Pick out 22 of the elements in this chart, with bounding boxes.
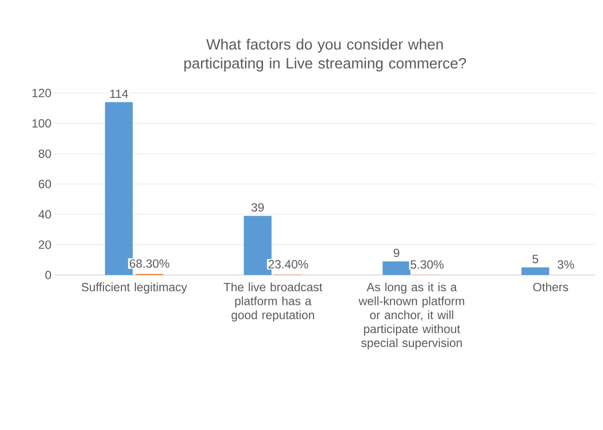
data-label: 68.30% [130,259,170,268]
y-tick-label: 20 [38,240,52,249]
bar [382,261,410,276]
chart-title: What factors do you consider when participating in Live streaming commerce? [184,38,466,72]
data-label: 39 [251,203,264,212]
y-tick-label: 120 [32,88,52,98]
data-label: 9 [394,248,400,258]
data-label: 5.30% [410,260,444,269]
bar [521,267,550,276]
x-tick-label: The live broadcast platform has a good reputation [224,282,322,322]
data-label: 3% [558,260,574,269]
data-label: 114 [110,90,128,98]
y-tick-label: 60 [38,180,52,188]
x-tick-label: Sufficient legitimacy [82,282,188,294]
y-tick-label: 0 [45,270,52,280]
y-tick-label: 100 [32,119,52,128]
y-tick-label: 40 [38,210,52,219]
data-label: 23.40% [268,260,308,268]
x-tick-label: As long as it is a well-known platform or anchor, it will participate without special supervision [358,282,464,350]
x-tick-label: Others [533,282,568,292]
data-label: 5 [532,254,538,264]
y-tick-label: 80 [38,149,52,158]
